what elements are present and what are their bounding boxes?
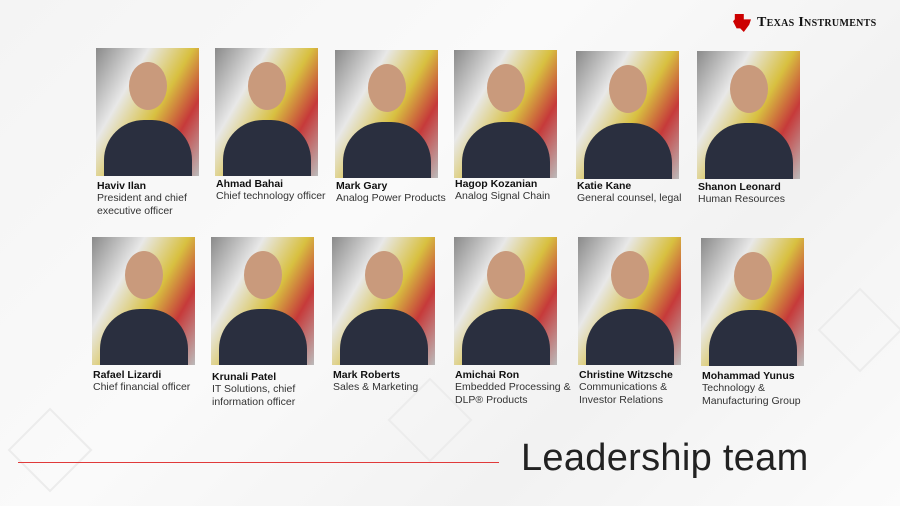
portrait-photo — [576, 51, 679, 179]
team-member: Shanon Leonard Human Resources — [697, 51, 822, 205]
member-name: Rafael Lizardi — [93, 369, 162, 381]
portrait-photo — [454, 237, 557, 365]
member-name: Amichai Ron — [455, 369, 520, 381]
member-role: Technology & Manufacturing Group — [702, 382, 801, 407]
member-name: Ahmad Bahai — [216, 178, 284, 190]
portrait-photo — [96, 48, 199, 176]
member-name: Mark Gary — [336, 180, 388, 192]
background-diamond — [7, 407, 93, 493]
ti-logo: Texas Instruments — [733, 14, 877, 32]
portrait-photo — [701, 238, 804, 366]
member-name: Haviv Ilan — [97, 180, 147, 192]
member-name: Mohammad Yunus — [702, 370, 795, 382]
team-member: Mark Gary Analog Power Products — [335, 50, 460, 204]
member-role: Embedded Processing & DLP® Products — [455, 381, 571, 406]
team-member: Mark Roberts Sales & Marketing — [332, 237, 457, 393]
portrait-photo — [335, 50, 438, 178]
team-member: Ahmad Bahai Chief technology officer — [215, 48, 340, 202]
portrait-photo — [215, 48, 318, 176]
member-name: Mark Roberts — [333, 369, 401, 381]
portrait-photo — [578, 237, 681, 365]
team-member: Christine Witzsche Communications & Inve… — [578, 237, 703, 406]
member-name: Hagop Kozanian — [455, 178, 538, 190]
member-role: General counsel, legal — [577, 192, 682, 204]
member-name: Shanon Leonard — [698, 181, 781, 193]
page-title: Leadership team — [521, 437, 809, 479]
portrait-photo — [332, 237, 435, 365]
member-name: Katie Kane — [577, 180, 632, 192]
team-member: Amichai Ron Embedded Processing & DLP® P… — [454, 237, 579, 406]
member-role: Human Resources — [698, 193, 785, 205]
member-role: Chief technology officer — [216, 190, 326, 202]
member-role: President and chief executive officer — [97, 192, 187, 217]
member-role: Analog Signal Chain — [455, 190, 551, 202]
ti-logo-icon — [733, 14, 751, 32]
member-role: IT Solutions, chief information officer — [212, 383, 296, 408]
member-role: Sales & Marketing — [333, 381, 419, 393]
member-name: Christine Witzsche — [579, 369, 673, 381]
background-diamond — [817, 287, 900, 373]
portrait-photo — [92, 237, 195, 365]
brand-name: Texas Instruments — [757, 15, 877, 30]
member-role: Communications & Investor Relations — [579, 381, 668, 406]
team-member: Rafael Lizardi Chief financial officer — [92, 237, 217, 393]
portrait-photo — [697, 51, 800, 179]
team-member: Mohammad Yunus Technology & Manufacturin… — [701, 238, 826, 407]
team-member: Krunali Patel IT Solutions, chief inform… — [211, 237, 336, 408]
portrait-photo — [211, 237, 314, 365]
team-member: Haviv Ilan President and chief executive… — [96, 48, 221, 217]
member-role: Chief financial officer — [93, 381, 191, 393]
accent-line — [18, 462, 499, 463]
portrait-photo — [454, 50, 557, 178]
member-name: Krunali Patel — [212, 371, 277, 383]
member-role: Analog Power Products — [336, 192, 446, 204]
team-member: Hagop Kozanian Analog Signal Chain — [454, 50, 579, 202]
team-member: Katie Kane General counsel, legal — [576, 51, 701, 204]
